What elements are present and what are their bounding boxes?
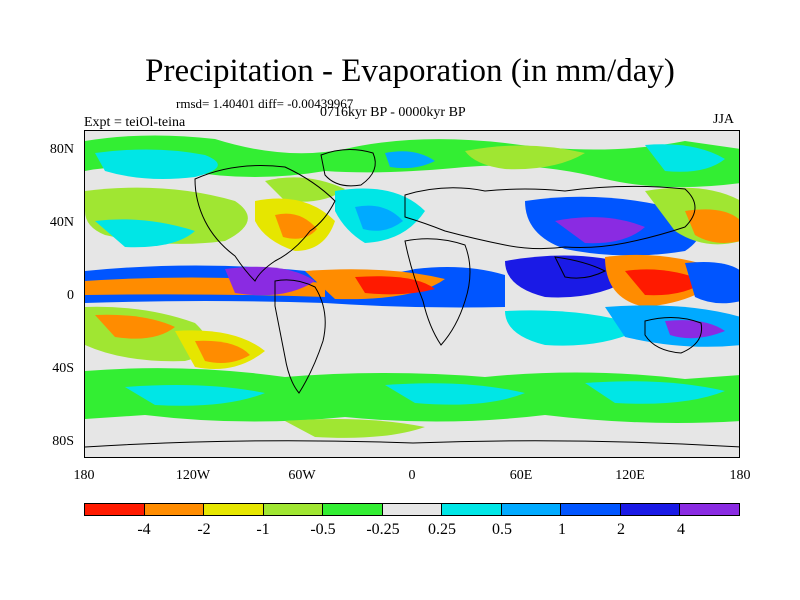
colorbar-swatch [85, 504, 145, 515]
colorbar-swatch [442, 504, 502, 515]
colorbar [84, 503, 740, 516]
season-label: JJA [713, 112, 735, 127]
colorbar-label: 0.5 [492, 521, 512, 538]
colorbar-swatch [561, 504, 621, 515]
colorbar-label: -1 [256, 521, 270, 538]
map-title: Precipitation - Evaporation (in mm/day) [145, 53, 675, 89]
colorbar-label: -2 [197, 521, 211, 538]
experiment-label: Expt = teiOl-teina [84, 115, 186, 130]
colorbar-swatch [680, 504, 740, 515]
x-tick-label: 180 [73, 468, 95, 483]
x-tick-label: 0 [408, 468, 416, 483]
colorbar-label: -0.5 [310, 521, 336, 538]
colorbar-label: -4 [137, 521, 151, 538]
colorbar-label: -0.25 [366, 521, 400, 538]
x-tick-label: 60E [509, 468, 533, 483]
y-tick-label: 0 [67, 288, 74, 303]
colorbar-swatch [263, 504, 324, 515]
colorbar-swatch [144, 504, 205, 515]
x-tick-label: 120E [615, 468, 645, 483]
colorbar-swatch [501, 504, 562, 515]
x-tick-label: 120W [175, 468, 211, 483]
colorbar-label: 1 [558, 521, 566, 538]
colorbar-swatch [204, 504, 264, 515]
world-map [84, 130, 740, 458]
y-tick-label: 40S [52, 361, 74, 376]
period-subtitle: 0716kyr BP - 0000kyr BP [320, 105, 466, 120]
colorbar-label: 2 [617, 521, 625, 538]
colorbar-label: 0.25 [428, 521, 456, 538]
y-tick-label: 40N [49, 215, 74, 230]
y-tick-label: 80S [52, 434, 74, 449]
colorbar-swatch [323, 504, 383, 515]
colorbar-swatch [382, 504, 443, 515]
rmsd-diff-stats: rmsd= 1.40401 diff= -0.00439967 [176, 96, 354, 111]
colorbar-label: 4 [677, 521, 685, 538]
colorbar-swatch [620, 504, 681, 515]
x-tick-label: 60W [288, 468, 316, 483]
y-tick-label: 80N [49, 142, 74, 157]
x-tick-label: 180 [729, 468, 751, 483]
